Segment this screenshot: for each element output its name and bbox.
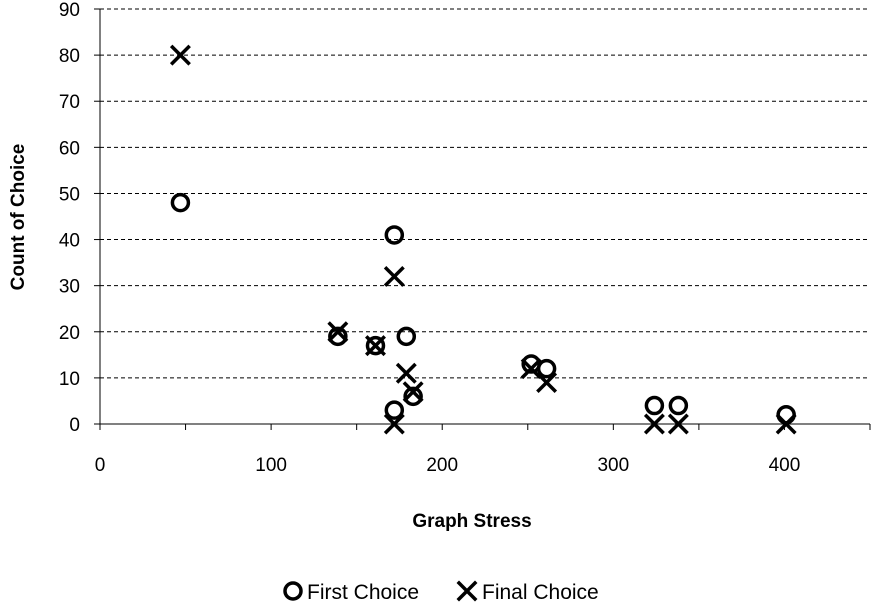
point-first-choice-3 [384, 225, 405, 245]
point-final-choice-3 [383, 265, 405, 287]
x-stroke [383, 413, 405, 435]
y-tick-label-40: 40 [59, 231, 80, 252]
legend-circle-icon [283, 581, 303, 601]
point-final-choice-10 [667, 413, 689, 435]
point-first-choice-9 [644, 395, 665, 416]
point-final-choice-1 [327, 321, 349, 343]
x-stroke [327, 321, 349, 343]
point-first-choice-5 [396, 326, 417, 347]
x-stroke [365, 335, 386, 357]
series-first-choice [170, 192, 796, 425]
point-first-choice-2 [365, 335, 386, 356]
x-stroke [643, 413, 665, 435]
y-axis-title: Count of Choice [8, 144, 29, 291]
y-axis-ticks: 0 10 20 30 40 50 60 70 80 90 [59, 0, 100, 436]
point-first-choice-8 [536, 358, 557, 379]
x-axis-title: Graph Stress [412, 511, 531, 532]
point-final-choice-8 [536, 372, 558, 393]
gridlines [100, 8, 870, 379]
y-tick-label-70: 70 [59, 92, 80, 113]
point-final-choice-4 [383, 413, 405, 435]
x-stroke [536, 372, 558, 393]
legend-x-icon [456, 580, 478, 602]
y-tick-label-60: 60 [59, 138, 80, 159]
legend-label-final-choice: Final Choice [482, 581, 599, 604]
x-axis-ticks: 0 100 200 300 400 [95, 424, 871, 476]
legend-marker-circle [283, 581, 303, 601]
x-stroke [395, 362, 417, 384]
point-final-choice-2 [365, 335, 386, 357]
x-stroke [520, 358, 542, 380]
point-final-choice-0 [169, 44, 191, 66]
legend-item-first-choice: First Choice [283, 581, 419, 604]
x-tick-label-400: 400 [769, 455, 801, 476]
legend-item-final-choice: Final Choice [456, 580, 599, 604]
y-tick-label-20: 20 [59, 323, 80, 344]
y-tick-label-80: 80 [59, 46, 80, 67]
y-tick-label-30: 30 [59, 277, 80, 298]
point-first-choice-0 [170, 192, 191, 213]
point-first-choice-6 [403, 386, 423, 407]
x-stroke [383, 265, 405, 287]
point-first-choice-4 [384, 400, 405, 420]
y-tick-label-90: 90 [59, 0, 80, 21]
data-points [169, 44, 797, 435]
x-tick-label-100: 100 [255, 455, 287, 476]
x-stroke [775, 413, 797, 435]
point-final-choice-11 [775, 413, 797, 435]
x-tick-label-200: 200 [426, 455, 458, 476]
x-stroke [456, 580, 478, 602]
x-tick-label-0: 0 [95, 455, 106, 476]
point-final-choice-5 [395, 362, 417, 384]
point-final-choice-6 [402, 381, 424, 403]
point-first-choice-1 [328, 326, 348, 347]
point-final-choice-9 [643, 413, 665, 435]
series-final-choice [169, 44, 797, 435]
y-tick-label-0: 0 [69, 415, 80, 436]
x-stroke [169, 44, 191, 66]
y-tick-label-10: 10 [59, 369, 80, 390]
point-final-choice-7 [520, 358, 542, 380]
legend-label-first-choice: First Choice [307, 581, 419, 604]
x-stroke [667, 413, 689, 435]
y-tick-label-50: 50 [59, 184, 80, 205]
x-tick-label-300: 300 [597, 455, 629, 476]
legend-marker-x [456, 580, 478, 602]
point-first-choice-10 [668, 395, 689, 416]
x-stroke [402, 381, 424, 403]
legend: First Choice Final Choice [283, 580, 599, 604]
